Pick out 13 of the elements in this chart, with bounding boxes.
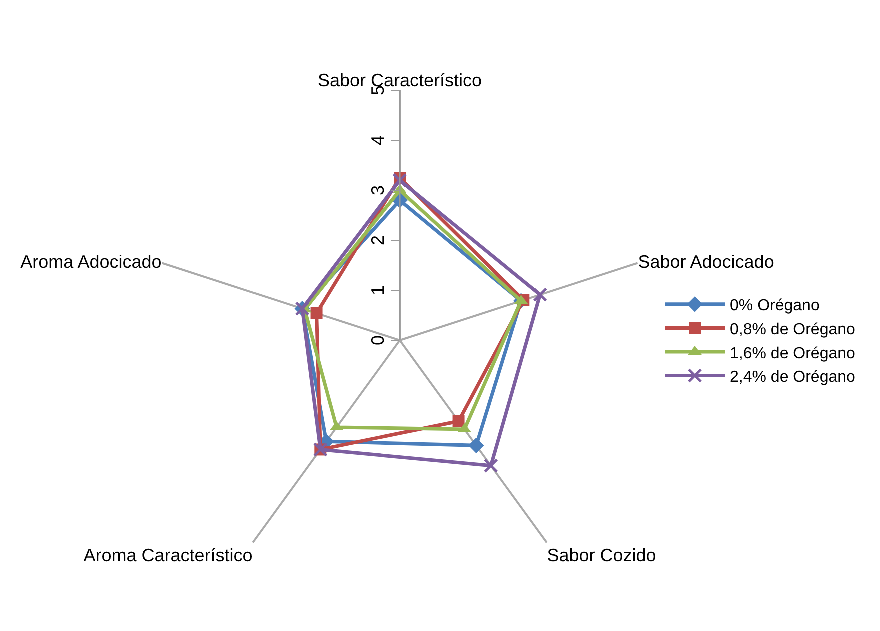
legend-label: 2,4% de Orégano — [730, 369, 856, 386]
spoke-label: Sabor Adocicado — [638, 252, 774, 272]
y-tick-label: 3 — [368, 185, 388, 196]
spoke-label: Sabor Cozido — [547, 545, 656, 566]
legend-label: 0% Orégano — [730, 298, 820, 315]
y-tick-label: 0 — [368, 335, 388, 346]
legend-label: 0,8% de Orégano — [730, 321, 856, 338]
spoke-label: Aroma Característico — [84, 545, 253, 566]
y-tick-label: 1 — [368, 285, 388, 296]
spoke-label: Aroma Adocicado — [20, 252, 162, 272]
legend-label: 1,6% de Orégano — [730, 345, 856, 362]
y-tick-label: 4 — [368, 135, 388, 146]
y-tick-label: 2 — [368, 235, 388, 246]
